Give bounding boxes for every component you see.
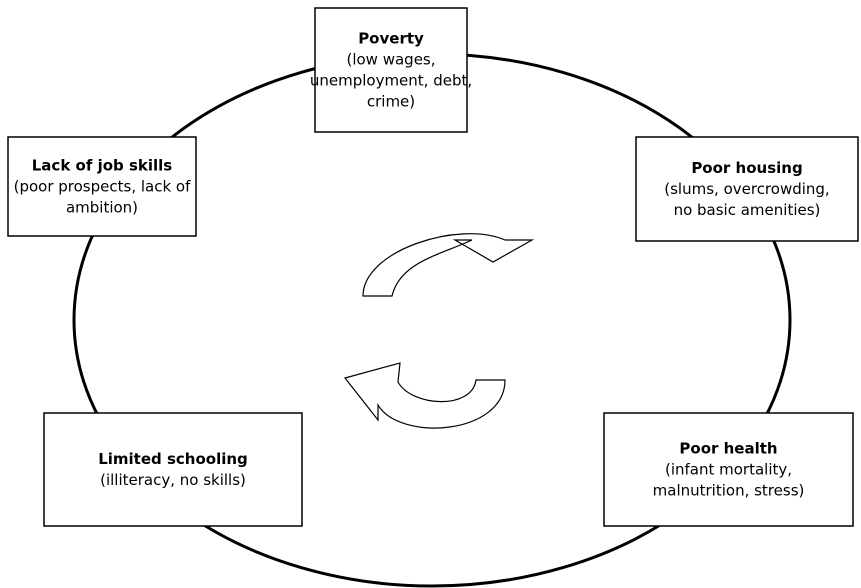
node-description: crime) <box>367 93 415 111</box>
node-title: Lack of job skills <box>32 157 173 175</box>
node-description: (poor prospects, lack of <box>14 178 191 196</box>
node-description: unemployment, debt, <box>310 72 472 90</box>
node-description: ambition) <box>66 199 138 217</box>
node-title: Poverty <box>358 30 424 48</box>
node-box <box>43 412 303 527</box>
node-title: Limited schooling <box>98 450 248 468</box>
node-description: no basic amenities) <box>674 201 821 219</box>
cycle-arrow <box>362 233 535 297</box>
node-box <box>314 7 468 133</box>
nodes: Poverty (low wages, unemployment, debt, cri… <box>7 7 859 527</box>
node-description: malnutrition, stress) <box>653 482 805 500</box>
node-box <box>603 412 854 527</box>
node-title: Poor health <box>679 440 777 458</box>
node-box <box>7 136 197 237</box>
cycle-arrow <box>343 362 506 429</box>
node-title: Poor housing <box>691 159 802 177</box>
node-description: (slums, overcrowding, <box>664 180 829 198</box>
node-description: (infant mortality, <box>665 461 792 479</box>
node-box <box>635 136 859 242</box>
node-description: (low wages, <box>346 51 435 69</box>
node-description: (illiteracy, no skills) <box>100 471 246 489</box>
